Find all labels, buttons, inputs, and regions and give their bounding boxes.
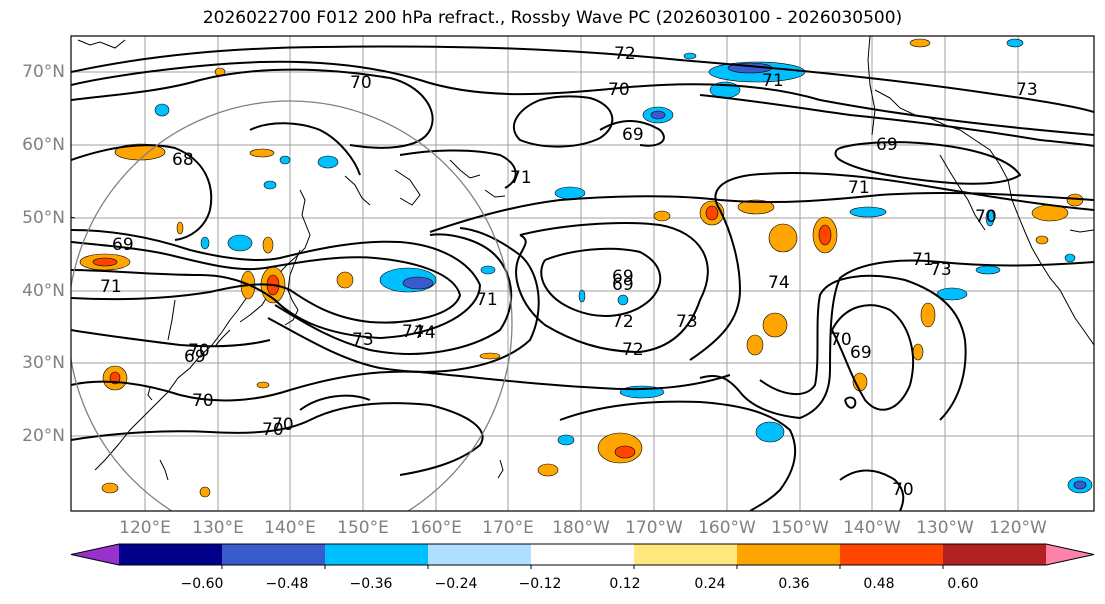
coastlines	[71, 36, 1094, 481]
colorbar-bin	[634, 544, 738, 565]
contour-label: 72	[622, 340, 644, 360]
contour-label: 71	[510, 168, 532, 188]
colorbar-tick-label: 0.12	[609, 576, 641, 592]
contour-label: 70	[272, 415, 294, 435]
refractivity-contours	[71, 45, 1094, 511]
contour-label: 71	[100, 277, 122, 297]
contour-label: 73	[1016, 80, 1038, 100]
contour-label: 71	[476, 290, 498, 310]
lon-label-160w: 160°W	[698, 518, 756, 538]
contour-label: 70	[262, 420, 284, 440]
colorbar-extend-high	[1046, 544, 1094, 565]
contour-label: 70	[192, 391, 214, 411]
lat-label-30n: 30°N	[22, 353, 65, 373]
contour-label: 73	[676, 312, 698, 332]
colorbar-bin	[119, 544, 223, 565]
contour-label: 69	[612, 275, 634, 295]
contour-label: 69	[850, 343, 872, 363]
contour-label: 74	[402, 322, 424, 342]
lon-label-170e: 170°E	[482, 518, 534, 538]
contour-label: 70	[188, 341, 210, 361]
colorbar-tick-label: 0.36	[778, 576, 810, 592]
colorbar-tick-label: 0.24	[694, 576, 726, 592]
map-title: 2026022700 F012 200 hPa refract., Rossby…	[202, 8, 903, 28]
colorbar-bin	[531, 544, 635, 565]
contour-label: 71	[848, 178, 870, 198]
contour-label: 69	[612, 267, 634, 287]
contour-label: 74	[768, 273, 790, 293]
colorbar-bin	[325, 544, 429, 565]
lon-label-140e: 140°E	[264, 518, 316, 538]
contour-label: 69	[622, 125, 644, 145]
contour-label: 70	[608, 80, 630, 100]
colorbar-bin	[222, 544, 326, 565]
contour-label: 70	[892, 480, 914, 500]
contour-label: 72	[612, 312, 634, 332]
contour-label: 68	[172, 150, 194, 170]
lon-label-130e: 130°E	[192, 518, 244, 538]
contour-label: 71	[912, 250, 934, 270]
colorbar-outline	[70, 543, 1095, 566]
map-frame	[70, 35, 1095, 512]
lon-label-120w: 120°W	[989, 518, 1047, 538]
contour-label: 71	[762, 71, 784, 91]
colorbar-extend-low	[71, 544, 119, 565]
contour-label: 70	[975, 207, 997, 227]
colorbar	[70, 543, 1095, 569]
colorbar-bin	[840, 544, 944, 565]
lat-label-40n: 40°N	[22, 281, 65, 301]
lat-label-70n: 70°N	[22, 62, 65, 82]
lat-label-60n: 60°N	[22, 135, 65, 155]
contour-label: 72	[614, 44, 636, 64]
lon-label-180w: 180°W	[552, 518, 610, 538]
contour-label: 74	[414, 323, 436, 343]
colorbar-bin	[943, 544, 1047, 565]
colorbar-tick-label: −0.24	[434, 576, 478, 592]
great-circle	[71, 100, 513, 511]
contour-label: 70	[830, 330, 852, 350]
colorbar-bin	[737, 544, 841, 565]
contour-label: 69	[112, 235, 134, 255]
lon-label-120e: 120°E	[119, 518, 171, 538]
negative-anomalies	[154, 38, 1093, 494]
lon-label-150e: 150°E	[337, 518, 389, 538]
colorbar-tick-label: −0.12	[518, 576, 562, 592]
colorbar-bin	[428, 544, 532, 565]
contour-label: 73	[352, 330, 374, 350]
lat-label-20n: 20°N	[22, 426, 65, 446]
lat-label-50n: 50°N	[22, 208, 65, 228]
lon-label-130w: 130°W	[916, 518, 974, 538]
colorbar-tick-label: 0.48	[863, 576, 895, 592]
lon-label-140w: 140°W	[843, 518, 901, 538]
colorbar-tick-label: −0.48	[265, 576, 309, 592]
contour-label: 73	[930, 260, 952, 280]
lon-label-170w: 170°W	[625, 518, 683, 538]
contour-label-group: 72 71 70 70 73 69 69 71 68 69 71 69 71 7…	[100, 44, 1038, 500]
lon-label-150w: 150°W	[771, 518, 829, 538]
lon-label-160e: 160°E	[410, 518, 462, 538]
colorbar-tick-label: 0.60	[947, 576, 979, 592]
contour-label: 69	[184, 347, 206, 367]
contour-label: 69	[876, 135, 898, 155]
colorbar-tick-label: −0.36	[349, 576, 393, 592]
contour-label: 70	[350, 73, 372, 93]
colorbar-tick-label: −0.60	[180, 576, 224, 592]
